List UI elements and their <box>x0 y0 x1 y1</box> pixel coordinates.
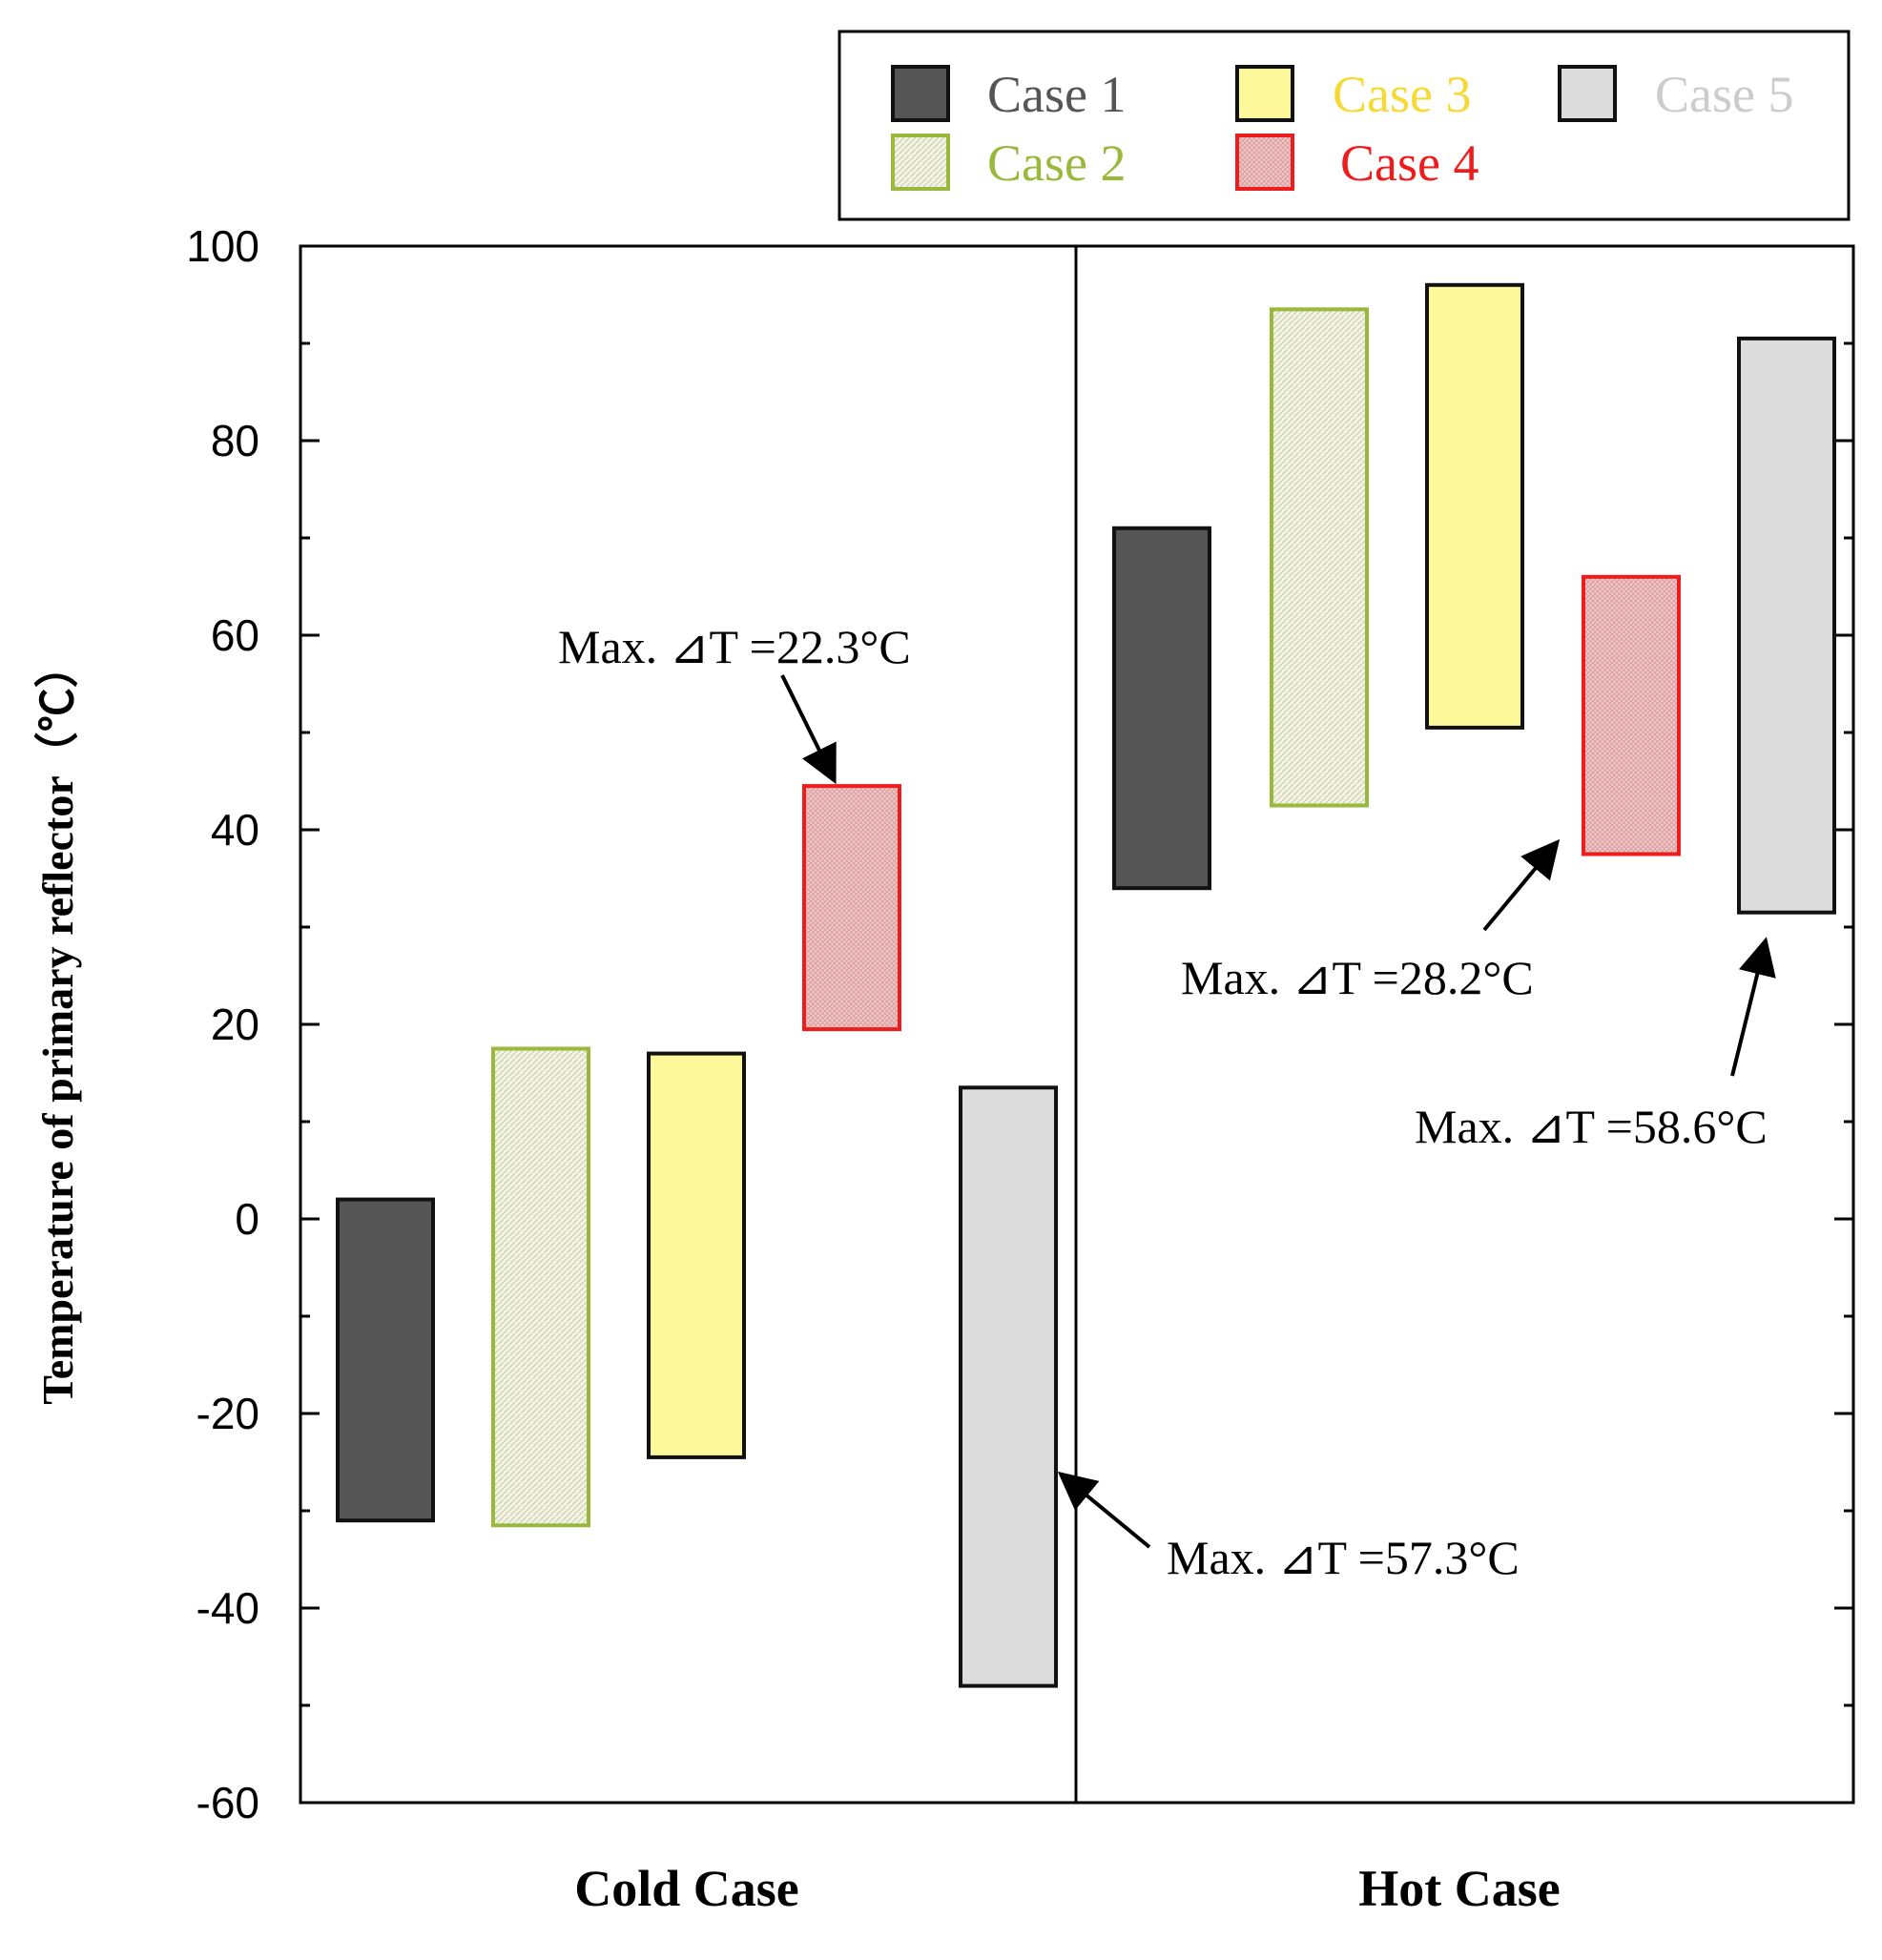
bar-case-4-hot-case <box>1582 574 1681 856</box>
annotation-label: Max. ⊿T =58.6°C <box>1415 1100 1768 1153</box>
legend-label-case-4: Case 4 <box>1340 134 1479 192</box>
y-tick-labels: -60 -40 -20 0 20 40 60 80 100 <box>186 221 259 1827</box>
y-tick-label: 40 <box>211 805 259 855</box>
y-tick-label: 100 <box>186 221 259 271</box>
annotation-arrow <box>780 674 837 785</box>
legend-swatch-case-2 <box>891 134 950 191</box>
legend-swatch-case-4 <box>1235 134 1294 191</box>
annotation-label: Max. ⊿T =57.3°C <box>1167 1531 1520 1584</box>
bar-case-3-cold-case <box>647 1051 746 1459</box>
y-tick-label: 80 <box>211 416 259 465</box>
legend-label-case-5: Case 5 <box>1655 66 1793 123</box>
y-tick-label: 20 <box>211 1000 259 1049</box>
bar-case-5-hot-case <box>1737 336 1836 915</box>
legend-swatch-case-1 <box>891 65 950 122</box>
y-tick-label: -20 <box>196 1389 259 1438</box>
annotations: Max. ⊿T =22.3°C Max. ⊿T =57.3°C Max. ⊿T =2… <box>558 620 1776 1584</box>
group-label: Hot Case <box>1358 1860 1560 1917</box>
legend-box <box>838 30 1851 221</box>
annotation-label: Max. ⊿T =22.3°C <box>558 620 911 673</box>
y-tick-label: -60 <box>196 1778 259 1827</box>
legend-swatch-case-3 <box>1235 65 1294 122</box>
bar-case-2-hot-case <box>1270 307 1369 808</box>
y-tick-label: -40 <box>196 1583 259 1633</box>
annotation-label: Max. ⊿T =28.2°C <box>1181 951 1534 1004</box>
annotation-arrow <box>1482 838 1561 932</box>
annotation-arrow <box>1730 937 1776 1077</box>
y-ticks <box>300 244 1853 1805</box>
legend-label-case-1: Case 1 <box>987 66 1126 123</box>
legend-label-case-2: Case 2 <box>987 134 1126 192</box>
bars <box>336 282 1836 1688</box>
y-tick-label: 0 <box>235 1194 259 1244</box>
y-tick-label: 60 <box>211 610 259 660</box>
bar-case-5-cold-case <box>959 1085 1058 1688</box>
bar-case-4-cold-case <box>802 784 901 1032</box>
bar-case-2-cold-case <box>491 1046 590 1528</box>
bar-case-1-hot-case <box>1112 526 1211 891</box>
legend-swatch-case-5 <box>1558 65 1617 122</box>
legend-label-case-3: Case 3 <box>1333 66 1471 123</box>
annotation-arrow <box>1057 1471 1151 1549</box>
bar-case-1-cold-case <box>336 1197 435 1523</box>
group-label: Cold Case <box>574 1860 799 1917</box>
bar-case-3-hot-case <box>1425 282 1524 730</box>
group-labels: Cold Case Hot Case <box>574 1860 1560 1917</box>
legend: Case 1 Case 2 Case 3 Case 4 Case 5 <box>838 30 1851 221</box>
y-axis-title: Temperature of primary reflector（℃） <box>33 644 82 1405</box>
